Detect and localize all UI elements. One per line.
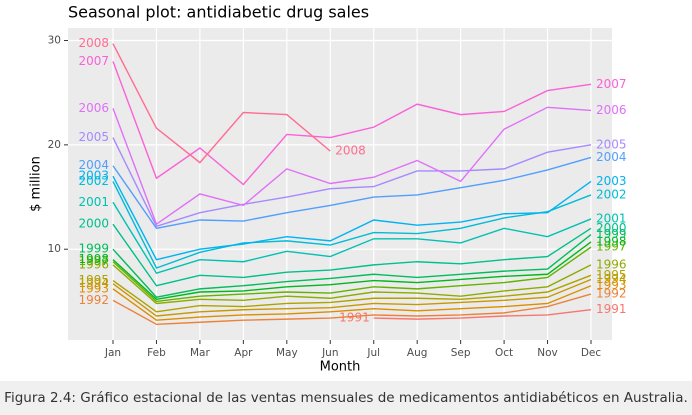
series-label: 1998 [78, 252, 109, 266]
series-line [112, 241, 592, 301]
series-label: 1997 [78, 254, 109, 268]
x-tick-label: Nov [537, 347, 558, 359]
series-label: 2002 [596, 187, 627, 201]
series-label: 1997 [596, 240, 627, 254]
y-tick-label: 20 [48, 139, 61, 151]
series-label: 1996 [78, 257, 109, 271]
caption: Figura 2.4: Gráfico estacional de las ve… [0, 381, 692, 415]
y-axis-label: $ million [29, 156, 44, 212]
y-tick-label: 10 [48, 243, 61, 255]
series-label: 1994 [78, 276, 109, 290]
x-tick-label: Feb [147, 347, 166, 359]
series-label: 2006 [78, 101, 109, 115]
series-line [112, 181, 592, 269]
series-label: 1995 [78, 273, 109, 287]
series-label: 2004 [78, 158, 109, 172]
series-label: 2003 [596, 174, 627, 188]
x-tick-label: Aug [407, 347, 428, 359]
series-label: 2003 [78, 169, 109, 183]
series-line [112, 234, 592, 298]
x-tick-label: Apr [234, 347, 253, 359]
series-label: 2008 [78, 36, 109, 50]
series-line [112, 293, 592, 326]
panel [68, 28, 612, 340]
series-line [112, 137, 592, 228]
series-label: 2000 [78, 217, 109, 231]
series-label: 2001 [78, 195, 109, 209]
series-label: 1991 [596, 302, 627, 316]
x-axis-label: Month [320, 360, 361, 375]
series-label: 2008 [335, 144, 366, 158]
series-label: 1998 [596, 234, 627, 248]
series-label: 1993 [596, 278, 627, 292]
series-line [112, 264, 592, 305]
series-label: 2005 [78, 130, 109, 144]
series-label: 1996 [596, 257, 627, 271]
series-line [112, 201, 592, 275]
y-tick-label: 30 [48, 35, 61, 47]
series-label: 2007 [596, 77, 627, 91]
series-line [112, 278, 592, 317]
series-line [112, 285, 592, 321]
x-tick-label: Jan [104, 347, 121, 359]
series-line [112, 61, 592, 186]
series-label: 1994 [596, 272, 627, 286]
series-label: 1993 [78, 281, 109, 295]
chart-title: Seasonal plot: antidiabetic drug sales [68, 3, 369, 22]
series-label: 2005 [596, 137, 627, 151]
series-line [112, 43, 331, 164]
x-tick-label: Mar [190, 347, 210, 359]
series-line [112, 175, 592, 261]
x-tick-label: Jul [366, 347, 380, 359]
series-label: 2007 [78, 54, 109, 68]
series-label: 2001 [596, 211, 627, 225]
x-tick-label: Dec [581, 347, 602, 359]
x-tick-label: Oct [495, 347, 513, 359]
series-label: 2004 [596, 150, 627, 164]
series-label: 1992 [596, 287, 627, 301]
chart: Seasonal plot: antidiabetic drug sales M… [29, 3, 627, 375]
series-label: 2002 [78, 174, 109, 188]
series-label: 1999 [596, 227, 627, 241]
series-label: 2006 [596, 103, 627, 117]
series-line [112, 156, 592, 230]
series-line [112, 274, 592, 313]
series-label: 1992 [78, 293, 109, 307]
series-label: 1991 [339, 311, 370, 325]
x-tick-label: Sep [451, 347, 471, 359]
series-label: 1995 [596, 268, 627, 282]
series-line [373, 309, 592, 320]
series-label: 2000 [596, 221, 627, 235]
series-line [112, 223, 592, 287]
x-tick-label: Jun [321, 347, 338, 359]
series-label: 1999 [78, 242, 109, 256]
series-line [112, 246, 592, 303]
x-tick-label: May [276, 347, 298, 359]
series-line [112, 106, 592, 226]
